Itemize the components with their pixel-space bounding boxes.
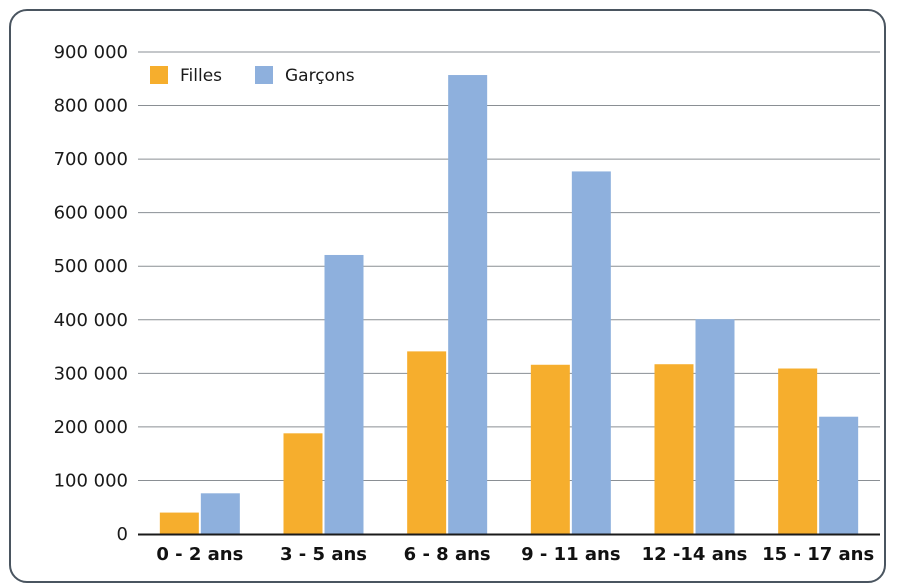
y-tick-label: 500 000: [54, 256, 128, 277]
legend: Filles Garçons: [150, 66, 355, 86]
bar-filles: [530, 364, 570, 534]
y-tick-label: 900 000: [54, 42, 128, 63]
bar-gar-ons: [695, 319, 735, 534]
y-tick-label: 800 000: [54, 96, 128, 117]
bar-gar-ons: [324, 254, 364, 534]
x-tick-label: 3 - 5 ans: [280, 544, 367, 565]
x-axis-labels: 0 - 2 ans 3 - 5 ans 6 - 8 ans 9 - 11 ans 12 …: [156, 544, 874, 565]
bar-filles: [778, 368, 818, 534]
bar-gar-ons: [819, 416, 859, 534]
x-tick-label: 9 - 11 ans: [521, 544, 621, 565]
x-tick-label: 0 - 2 ans: [156, 544, 243, 565]
legend-label: Filles: [180, 66, 222, 86]
y-axis-ticks: 0 100 000 200 000 300 000 400 000 500 000 600 …: [54, 42, 128, 545]
y-tick-label: 700 000: [54, 149, 128, 170]
bar-gar-ons: [571, 171, 611, 534]
bars: [159, 75, 859, 534]
legend-swatch: [255, 66, 273, 84]
bar-filles: [654, 364, 694, 534]
gridlines: [138, 51, 880, 481]
x-tick-label: 15 - 17 ans: [762, 544, 874, 565]
y-tick-label: 100 000: [54, 470, 128, 491]
chart-frame: [9, 9, 886, 583]
y-tick-label: 600 000: [54, 203, 128, 224]
bar-filles: [283, 433, 323, 534]
y-tick-label: 400 000: [54, 310, 128, 331]
legend-swatch: [150, 66, 168, 84]
bar-filles: [407, 351, 447, 534]
x-tick-label: 12 -14 ans: [642, 544, 748, 565]
bar-gar-ons: [448, 75, 488, 534]
bar-filles: [159, 512, 199, 534]
x-tick-label: 6 - 8 ans: [404, 544, 491, 565]
bar-gar-ons: [200, 493, 240, 534]
legend-label: Garçons: [285, 66, 355, 86]
y-tick-label: 300 000: [54, 363, 128, 384]
y-tick-label: 0: [117, 524, 128, 545]
y-tick-label: 200 000: [54, 417, 128, 438]
